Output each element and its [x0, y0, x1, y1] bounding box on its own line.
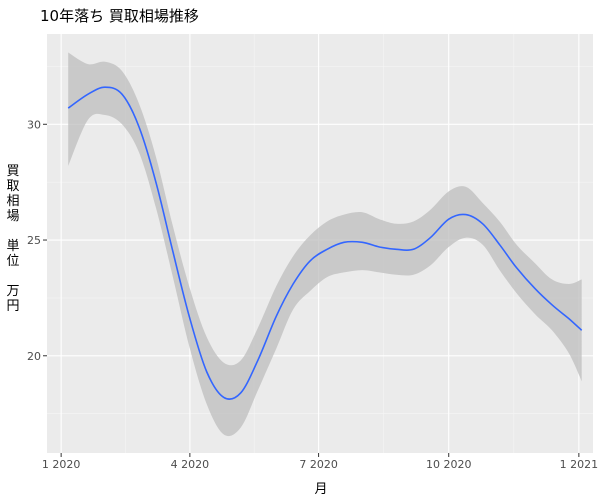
y-tick-label: 25	[27, 234, 41, 247]
y-axis-title-char: 位	[6, 254, 19, 269]
y-axis-title-char: 相	[6, 194, 19, 209]
y-tick-label: 30	[27, 118, 41, 131]
x-tick-label: 4 2020	[171, 458, 210, 471]
y-axis-title-char: 円	[6, 299, 19, 314]
x-tick-label: 1 2020	[42, 458, 81, 471]
x-axis-title: 月	[314, 482, 327, 497]
x-tick-label: 1 2021	[560, 458, 599, 471]
y-axis-title-char: 取	[6, 179, 19, 194]
y-axis-title-char: 単	[6, 238, 19, 254]
y-axis-title-char: 万	[6, 284, 19, 299]
x-tick-label: 10 2020	[426, 458, 472, 471]
y-tick-label: 20	[27, 350, 41, 363]
axis-ticks: 1 2020 4 2020 7 2020 10 2020 1 2021 20 25 30	[27, 118, 598, 471]
chart-title: 10年落ち 買取相場推移	[40, 7, 199, 25]
y-axis-title-char: 買	[6, 164, 19, 179]
x-tick-label: 7 2020	[299, 458, 338, 471]
y-axis-title-char: 場	[6, 209, 19, 224]
series-line	[67, 86, 583, 400]
plot-panel	[47, 34, 593, 453]
